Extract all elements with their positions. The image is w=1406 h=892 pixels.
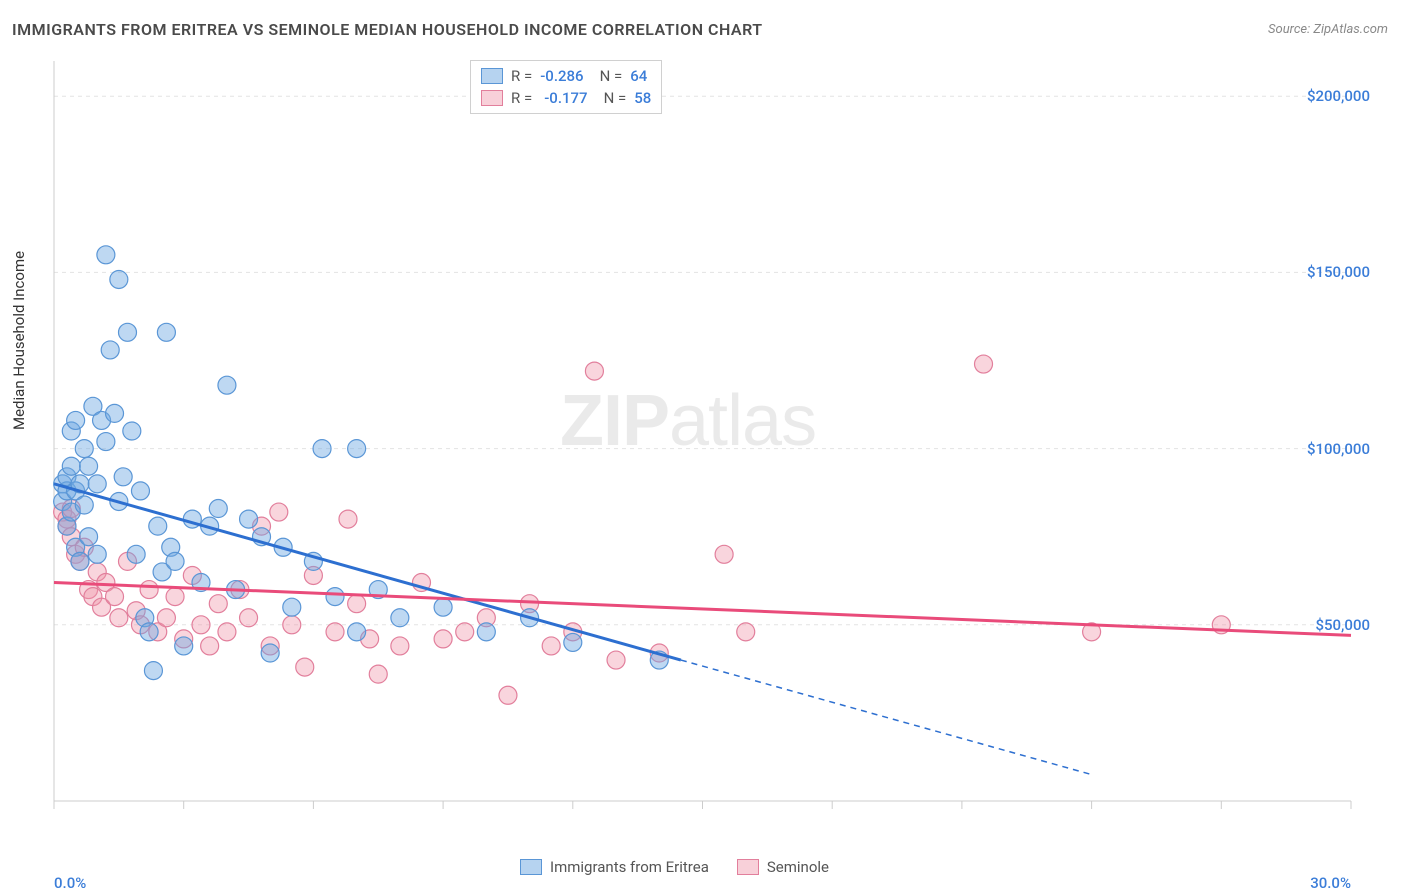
- y-tick-label: $50,000: [1315, 616, 1370, 634]
- chart-container: IMMIGRANTS FROM ERITREA VS SEMINOLE MEDI…: [0, 0, 1406, 892]
- swatch-pink-icon: [737, 859, 759, 875]
- correlation-legend: R = -0.286 N = 64 R = -0.177 N = 58: [470, 60, 662, 114]
- plot-area: [50, 55, 1385, 835]
- r-value-series1: -0.286: [540, 67, 583, 85]
- r-label: R =: [511, 67, 532, 85]
- series-legend: Immigrants from Eritrea Seminole: [520, 858, 829, 876]
- n-label: N =: [604, 89, 627, 107]
- chart-title: IMMIGRANTS FROM ERITREA VS SEMINOLE MEDI…: [12, 20, 763, 39]
- y-tick-label: $150,000: [1307, 263, 1370, 281]
- legend-row-series1: R = -0.286 N = 64: [481, 65, 651, 87]
- n-value-series1: 64: [630, 67, 647, 85]
- n-value-series2: 58: [634, 89, 651, 107]
- swatch-blue-icon: [520, 859, 542, 875]
- y-axis-label: Median Household Income: [10, 251, 28, 430]
- legend-item-series1: Immigrants from Eritrea: [520, 858, 709, 876]
- source-credit: Source: ZipAtlas.com: [1268, 22, 1388, 37]
- legend-row-series2: R = -0.177 N = 58: [481, 87, 651, 109]
- y-tick-label: $100,000: [1307, 440, 1370, 458]
- y-tick-label: $200,000: [1307, 87, 1370, 105]
- swatch-pink-icon: [481, 90, 503, 106]
- r-label: R =: [511, 89, 532, 107]
- n-label: N =: [600, 67, 623, 85]
- x-axis-max-label: 30.0%: [1310, 874, 1351, 892]
- r-value-series2: -0.177: [544, 89, 587, 107]
- x-axis-min-label: 0.0%: [54, 874, 86, 892]
- swatch-blue-icon: [481, 68, 503, 84]
- legend-label-series1: Immigrants from Eritrea: [550, 858, 709, 876]
- legend-label-series2: Seminole: [767, 858, 829, 876]
- legend-item-series2: Seminole: [737, 858, 829, 876]
- scatter-plot-svg: [50, 55, 1385, 835]
